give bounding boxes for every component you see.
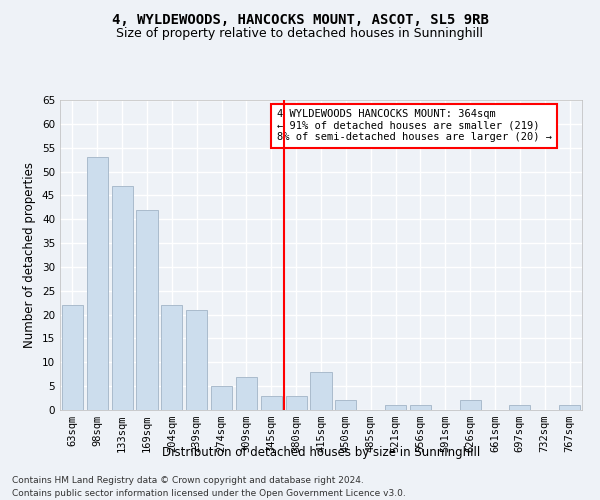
Bar <box>410 405 431 410</box>
Bar <box>211 386 232 410</box>
Bar <box>87 157 108 410</box>
Bar <box>460 400 481 410</box>
Bar <box>112 186 133 410</box>
Bar <box>236 376 257 410</box>
Bar <box>559 405 580 410</box>
Text: 4 WYLDEWOODS HANCOCKS MOUNT: 364sqm
← 91% of detached houses are smaller (219)
8: 4 WYLDEWOODS HANCOCKS MOUNT: 364sqm ← 91… <box>277 110 551 142</box>
Bar <box>136 210 158 410</box>
Bar <box>310 372 332 410</box>
Bar <box>186 310 207 410</box>
Bar <box>161 305 182 410</box>
Bar <box>385 405 406 410</box>
Text: Distribution of detached houses by size in Sunninghill: Distribution of detached houses by size … <box>162 446 480 459</box>
Bar <box>335 400 356 410</box>
Text: 4, WYLDEWOODS, HANCOCKS MOUNT, ASCOT, SL5 9RB: 4, WYLDEWOODS, HANCOCKS MOUNT, ASCOT, SL… <box>112 12 488 26</box>
Text: Size of property relative to detached houses in Sunninghill: Size of property relative to detached ho… <box>116 28 484 40</box>
Bar <box>509 405 530 410</box>
Bar <box>286 396 307 410</box>
Text: Contains HM Land Registry data © Crown copyright and database right 2024.
Contai: Contains HM Land Registry data © Crown c… <box>12 476 406 498</box>
Y-axis label: Number of detached properties: Number of detached properties <box>23 162 37 348</box>
Bar <box>261 396 282 410</box>
Bar <box>62 305 83 410</box>
